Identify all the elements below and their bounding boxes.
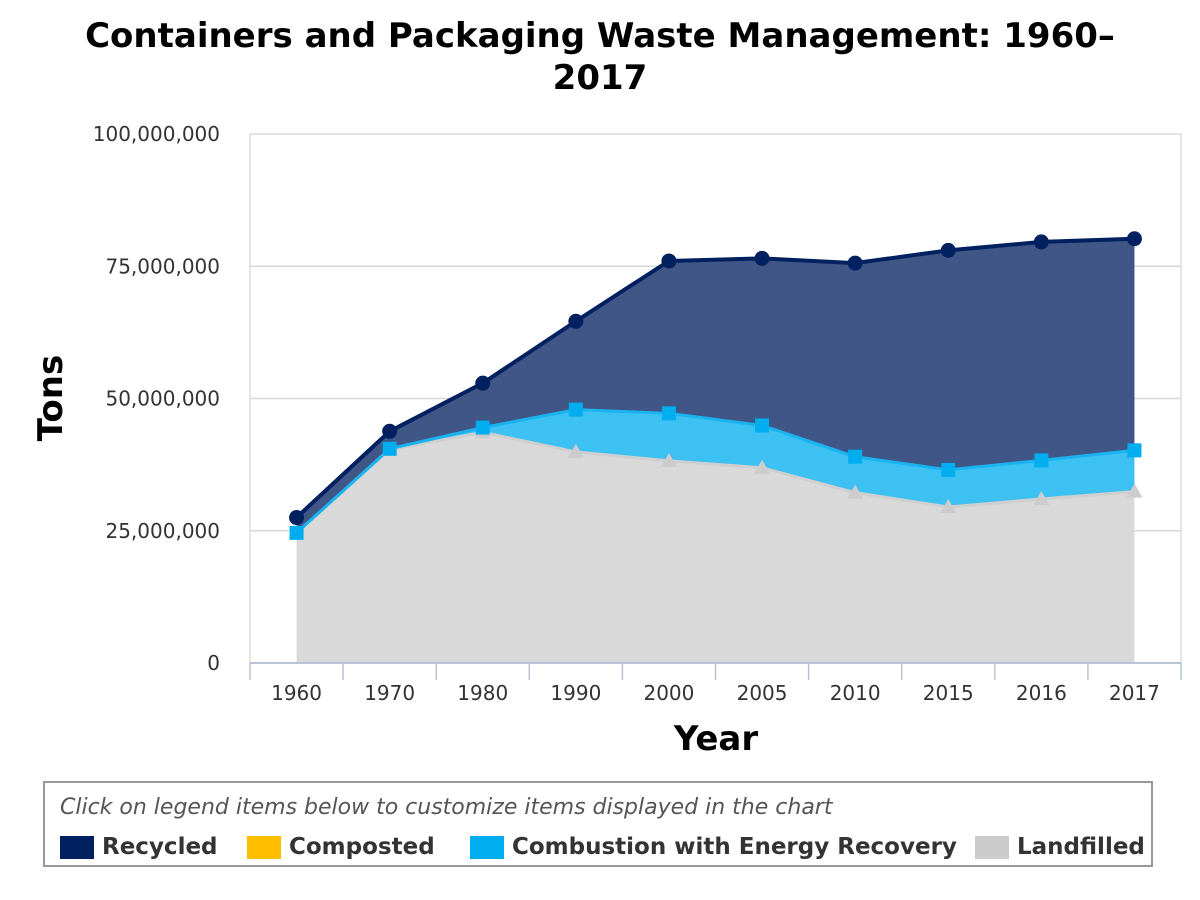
point-recycled[interactable] bbox=[661, 253, 677, 269]
point-combustion-with-energy-recovery[interactable] bbox=[1034, 453, 1049, 468]
legend: Click on legend items below to customize… bbox=[43, 781, 1153, 867]
chart-title-line-2: 2017 bbox=[553, 58, 648, 98]
point-combustion-with-energy-recovery[interactable] bbox=[289, 525, 304, 540]
line-landfilled bbox=[295, 430, 1135, 534]
legend-item-composted[interactable]: Composted bbox=[247, 833, 435, 861]
x-tick-label: 2016 bbox=[1016, 681, 1067, 705]
legend-swatch-recycled bbox=[60, 835, 94, 859]
point-recycled[interactable] bbox=[568, 313, 584, 329]
y-axis-title: Tons bbox=[31, 355, 71, 441]
axes: 0 25,000,000 50,000,000 75,000,000 100,000,0… bbox=[93, 122, 1182, 705]
legend-label-composted: Composted bbox=[289, 834, 435, 860]
x-tick-label: 1990 bbox=[550, 681, 601, 705]
x-axis-title: Year bbox=[673, 719, 759, 759]
point-landfilled[interactable] bbox=[940, 498, 957, 513]
point-landfilled[interactable] bbox=[847, 484, 864, 499]
legend-item-combustion[interactable]: Combustion with Energy Recovery bbox=[470, 833, 957, 861]
legend-label-recycled: Recycled bbox=[102, 834, 218, 860]
x-tick-label: 2000 bbox=[643, 681, 694, 705]
legend-item-landfilled[interactable]: Landfilled bbox=[975, 833, 1145, 861]
legend-label-combustion: Combustion with Energy Recovery bbox=[512, 834, 957, 860]
chart-title-line-1: Containers and Packaging Waste Managemen… bbox=[85, 16, 1115, 56]
legend-hint: Click on legend items below to customize… bbox=[60, 795, 833, 820]
point-recycled[interactable] bbox=[1126, 231, 1142, 247]
point-combustion-with-energy-recovery[interactable] bbox=[755, 418, 770, 433]
chart: Containers and Packaging Waste Managemen… bbox=[31, 16, 1182, 759]
point-recycled[interactable] bbox=[754, 250, 770, 266]
y-tick-label: 75,000,000 bbox=[105, 254, 220, 278]
area-landfilled bbox=[296, 432, 1135, 663]
y-tick-label: 50,000,000 bbox=[105, 387, 220, 411]
x-tick-label: 2017 bbox=[1109, 681, 1160, 705]
point-landfilled[interactable] bbox=[1033, 491, 1050, 506]
legend-swatch-combustion bbox=[470, 835, 504, 859]
point-landfilled[interactable] bbox=[567, 443, 584, 458]
point-recycled[interactable] bbox=[475, 375, 491, 391]
legend-swatch-landfilled bbox=[975, 835, 1009, 859]
point-recycled[interactable] bbox=[382, 423, 398, 439]
point-combustion-with-energy-recovery[interactable] bbox=[848, 449, 863, 464]
y-tick-label: 25,000,000 bbox=[105, 519, 220, 543]
point-combustion-with-energy-recovery[interactable] bbox=[568, 402, 583, 417]
x-tick-label: 2005 bbox=[737, 681, 788, 705]
series-lines bbox=[295, 236, 1135, 534]
point-recycled[interactable] bbox=[847, 255, 863, 271]
y-tick-label: 100,000,000 bbox=[93, 122, 220, 146]
x-tick-label: 2015 bbox=[923, 681, 974, 705]
x-tick-label: 1960 bbox=[271, 681, 322, 705]
point-landfilled[interactable] bbox=[1126, 483, 1143, 498]
point-combustion-with-energy-recovery[interactable] bbox=[941, 462, 956, 477]
area-recycled bbox=[296, 238, 1135, 533]
legend-item-recycled[interactable]: Recycled bbox=[60, 833, 218, 861]
series-markers bbox=[288, 231, 1143, 540]
legend-label-landfilled: Landfilled bbox=[1017, 834, 1145, 860]
point-recycled[interactable] bbox=[1033, 234, 1049, 250]
point-recycled[interactable] bbox=[940, 242, 956, 258]
y-tick-label: 0 bbox=[207, 651, 220, 675]
legend-swatch-composted bbox=[247, 835, 281, 859]
point-combustion-with-energy-recovery[interactable] bbox=[475, 420, 490, 435]
point-recycled[interactable] bbox=[289, 510, 305, 526]
point-combustion-with-energy-recovery[interactable] bbox=[382, 441, 397, 456]
line-combustion-with-energy-recovery bbox=[295, 408, 1135, 534]
point-landfilled[interactable] bbox=[660, 452, 677, 467]
line-recycled bbox=[295, 236, 1135, 519]
x-tick-label: 1970 bbox=[364, 681, 415, 705]
x-tick-label: 2010 bbox=[830, 681, 881, 705]
point-landfilled[interactable] bbox=[754, 459, 771, 474]
point-combustion-with-energy-recovery[interactable] bbox=[661, 406, 676, 421]
x-tick-label: 1980 bbox=[457, 681, 508, 705]
point-combustion-with-energy-recovery[interactable] bbox=[1127, 443, 1142, 458]
